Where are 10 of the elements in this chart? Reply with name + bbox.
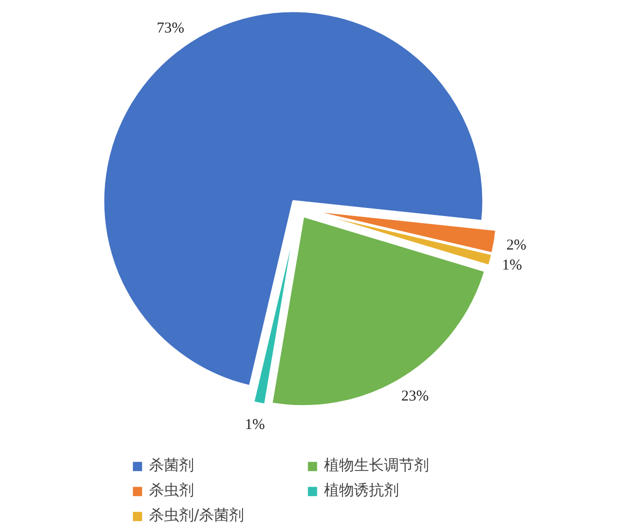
data-label: 2% (506, 237, 526, 254)
data-label: 1% (502, 258, 522, 274)
data-label: 1% (244, 417, 265, 434)
legend-label: 杀虫剂 (149, 481, 195, 500)
legend-label: 杀菌剂 (149, 456, 195, 475)
legend-label: 植物诱抗剂 (324, 481, 400, 500)
data-label: 23% (401, 388, 429, 404)
legend-label: 杀虫剂/杀菌剂 (149, 506, 246, 525)
data-label: 73% (156, 20, 184, 36)
legend-label: 植物生长调节剂 (324, 456, 430, 475)
